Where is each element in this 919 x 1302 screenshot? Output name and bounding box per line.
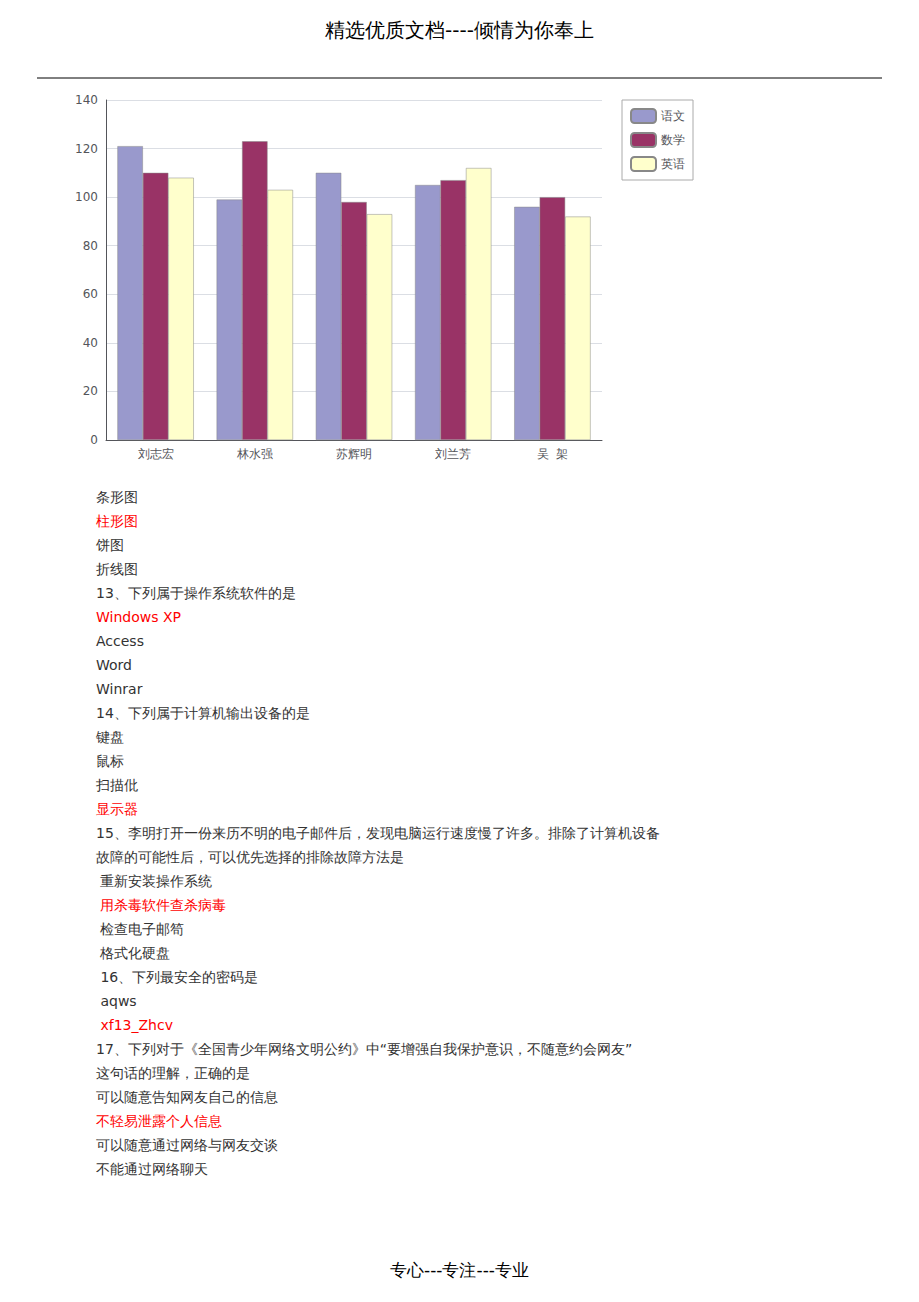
svg-text:Windows XP: Windows XP <box>96 609 181 625</box>
svg-text:林水强: 林水强 <box>236 447 273 461</box>
svg-text:苏辉明: 苏辉明 <box>336 447 372 461</box>
svg-text:可以随意通过网络与网友交谈: 可以随意通过网络与网友交谈 <box>96 1137 278 1153</box>
svg-text:这句话的理解，正确的是: 这句话的理解，正确的是 <box>96 1065 250 1081</box>
svg-text:17、下列对于《全国青少年网络文明公约》中“要增强自我保护意: 17、下列对于《全国青少年网络文明公约》中“要增强自我保护意识，不随意约会网友” <box>96 1041 632 1057</box>
svg-text:检查电子邮笱: 检查电子邮笱 <box>96 921 184 937</box>
svg-text:140: 140 <box>75 93 98 107</box>
svg-text:100: 100 <box>75 190 98 204</box>
svg-text:故障的可能性后，可以优先选择的排除故障方法是: 故障的可能性后，可以优先选择的排除故障方法是 <box>96 849 404 865</box>
svg-text:60: 60 <box>83 287 98 301</box>
svg-text:显示器: 显示器 <box>96 801 138 817</box>
svg-text:80: 80 <box>83 239 98 253</box>
svg-text:精选优质文档----倾情为你奉上: 精选优质文档----倾情为你奉上 <box>325 18 594 42</box>
svg-text:语文: 语文 <box>661 109 685 123</box>
svg-text:40: 40 <box>83 336 98 350</box>
svg-text:刘志宏: 刘志宏 <box>138 447 174 461</box>
svg-text:不轻易泄露个人信息: 不轻易泄露个人信息 <box>96 1113 222 1129</box>
svg-text:扫描仳: 扫描仳 <box>95 777 138 793</box>
svg-text:专心---专注---专业: 专心---专注---专业 <box>390 1260 529 1280</box>
svg-text:数学: 数学 <box>661 133 685 147</box>
svg-text:折线图: 折线图 <box>96 561 138 577</box>
svg-text:0: 0 <box>90 433 98 447</box>
svg-text:aqws: aqws <box>96 993 137 1009</box>
svg-text:格式化硬盘: 格式化硬盘 <box>96 945 170 961</box>
svg-text:13、下列属于操作系统软件的是: 13、下列属于操作系统软件的是 <box>96 585 296 601</box>
svg-text:Word: Word <box>96 657 132 673</box>
svg-text:14、下列属于计算机输出设备的是: 14、下列属于计算机输出设备的是 <box>96 705 310 721</box>
svg-text:120: 120 <box>75 142 98 156</box>
svg-text:不能通过网络聊天: 不能通过网络聊天 <box>96 1161 208 1177</box>
svg-text:20: 20 <box>83 384 98 398</box>
svg-text:吴 架: 吴 架 <box>537 447 569 461</box>
svg-text:可以随意告知网友自己的信息: 可以随意告知网友自己的信息 <box>96 1089 278 1105</box>
svg-text:饼图: 饼图 <box>95 537 124 553</box>
svg-text:条形图: 条形图 <box>96 489 138 505</box>
svg-text:重新安装操作系统: 重新安装操作系统 <box>96 873 212 889</box>
svg-text:Winrar: Winrar <box>96 681 143 697</box>
svg-text:键盘: 键盘 <box>95 729 124 745</box>
svg-text:柱形图: 柱形图 <box>96 513 138 529</box>
svg-text:15、李明打开一份来历不明的电子邮件后，发现电脑运行速度慢了: 15、李明打开一份来历不明的电子邮件后，发现电脑运行速度慢了许多。排除了计算机设… <box>96 825 660 841</box>
svg-text:英语: 英语 <box>661 157 685 171</box>
svg-text:刘兰芳: 刘兰芳 <box>435 447 471 461</box>
svg-text:用杀毒软件查杀病毒: 用杀毒软件查杀病毒 <box>96 897 226 913</box>
svg-text:16、下列最安全的密码是: 16、下列最安全的密码是 <box>96 969 258 985</box>
svg-text:鼠标: 鼠标 <box>96 753 124 769</box>
svg-text:xf13_Zhcv: xf13_Zhcv <box>96 1017 173 1033</box>
svg-text:Access: Access <box>96 633 144 649</box>
